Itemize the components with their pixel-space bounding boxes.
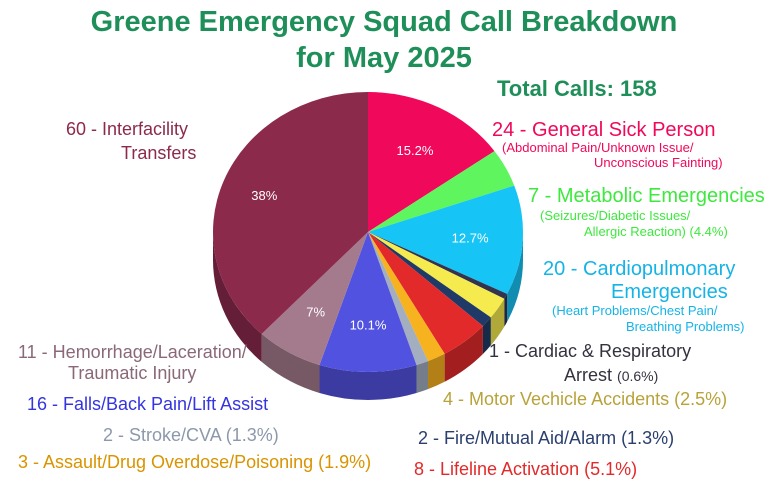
pie-side-stroke-cva xyxy=(416,361,429,393)
pie-labels: 15.2% 12.7% 10.1% 7% 38% xyxy=(251,143,489,332)
label-cardiac-arrest-2: Arrest (0.6%) xyxy=(564,364,658,387)
pie-side-interfacility-transfers xyxy=(213,232,262,362)
label-general-sick-sub1: (Abdominal Pain/Unknown Issue/ xyxy=(502,140,694,155)
label-fire: 2 - Fire/Mutual Aid/Alarm (1.3%) xyxy=(418,428,675,448)
slice-label-general-sick-person: 15.2% xyxy=(397,143,434,158)
label-metabolic: 7 - Metabolic Emergencies xyxy=(528,185,765,207)
label-cardiopulmonary-1: 20 - Cardiopulmonary xyxy=(543,258,736,280)
slice-label-hemorrhage-laceration-traumatic-injury: 7% xyxy=(306,304,325,319)
pie-top xyxy=(213,92,523,372)
pie-side-falls-back-pain-lift-assist xyxy=(319,364,417,400)
label-assault: 3 - Assault/Drug Overdose/Poisoning (1.9… xyxy=(18,452,372,472)
label-general-sick: 24 - General Sick Person xyxy=(492,119,716,141)
pie-slice-motor-vechicle-accidents xyxy=(368,232,505,318)
label-interfacility-2: Transfers xyxy=(121,143,197,163)
label-hemorrhage-1: 11 - Hemorrhage/Laceration/ xyxy=(18,342,247,362)
slice-label-cardiopulmonary-emergencies: 12.7% xyxy=(452,231,489,246)
pie-slice-metabolic-emergencies xyxy=(368,151,515,232)
pie-slice-interfacility-transfers xyxy=(213,92,368,334)
pie-side-lifeline-activation xyxy=(444,325,483,382)
label-lifeline: 8 - Lifeline Activation (5.1%) xyxy=(414,459,638,479)
label-cardiopulmonary-sub1: (Heart Problems/Chest Pain/ xyxy=(552,303,718,318)
pie-slice-general-sick-person xyxy=(368,92,495,232)
label-hemorrhage-2: Traumatic Injury xyxy=(68,363,197,383)
label-cardiac-arrest-main2: Arrest xyxy=(564,365,613,385)
total-calls: Total Calls: 158 xyxy=(497,76,657,101)
pie-slice-fire-mutual-aid-alarm xyxy=(368,232,491,326)
pie-slice-assault-drug-overdose-poisoning xyxy=(368,232,445,362)
slice-label-interfacility-transfers: 38% xyxy=(251,188,277,203)
pie-slice-hemorrhage-laceration-traumatic-injury xyxy=(261,232,368,365)
pie-slice-falls-back-pain-lift-assist xyxy=(319,232,417,372)
pie-slice-stroke-cva xyxy=(368,232,429,365)
pie-side-cardiac-respiratory-arrest xyxy=(504,293,508,327)
chart-title-line2: for May 2025 xyxy=(296,42,472,74)
chart-title-line1: Greene Emergency Squad Call Breakdown xyxy=(90,6,678,38)
label-metabolic-sub2: Allergic Reaction) (4.4%) xyxy=(584,224,728,239)
label-cardiac-arrest-1: 1 - Cardiac & Respiratory xyxy=(489,341,692,361)
label-interfacility-1: 60 - Interfacility xyxy=(66,119,189,139)
label-motor-vehicle: 4 - Motor Vechicle Accidents (2.5%) xyxy=(443,389,728,409)
label-metabolic-sub1: (Seizures/Diabetic Issues/ xyxy=(540,208,691,223)
pie-slice-cardiopulmonary-emergencies xyxy=(368,185,523,294)
label-falls: 16 - Falls/Back Pain/Lift Assist xyxy=(27,394,269,414)
label-cardiopulmonary-sub2: Breathing Problems) xyxy=(626,319,745,334)
pie-side-motor-vechicle-accidents xyxy=(490,298,505,346)
label-general-sick-sub2: Unconscious Fainting) xyxy=(594,155,723,170)
label-stroke: 2 - Stroke/CVA (1.3%) xyxy=(103,425,279,445)
pie-side-fire-mutual-aid-alarm xyxy=(482,317,491,354)
pie-side-cardiopulmonary-emergencies xyxy=(507,232,523,322)
slice-label-falls-back-pain-lift-assist: 10.1% xyxy=(350,317,387,332)
pie-slice-cardiac-respiratory-arrest xyxy=(368,232,508,299)
pie-slice-lifeline-activation xyxy=(368,232,483,354)
label-cardiac-arrest-pct: (0.6%) xyxy=(617,368,659,384)
pie-side-hemorrhage-laceration-traumatic-injury xyxy=(261,333,320,393)
pie-side-assault-drug-overdose-poisoning xyxy=(428,353,445,390)
pie-depth xyxy=(213,232,523,400)
label-cardiopulmonary-2: Emergencies xyxy=(611,281,728,303)
